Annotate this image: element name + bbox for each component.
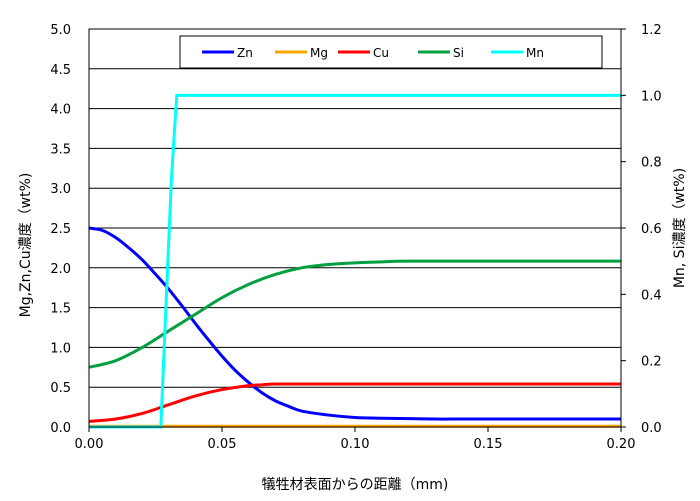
x-tick-label: 0.05 (208, 437, 237, 452)
y-left-tick-label: 0.5 (50, 381, 71, 396)
series-line-cu (88, 382, 621, 423)
x-tick-labels: 0.00 0.05 0.10 0.15 0.20 (75, 427, 636, 452)
y-left-tick-label: 4.0 (50, 103, 71, 118)
x-tick-label: 0.20 (607, 437, 636, 452)
y-left-tick-label: 3.5 (50, 142, 71, 157)
x-tick-label: 0.15 (474, 437, 503, 452)
legend-label-mn: Mn (526, 46, 544, 60)
legend-label-zn: Zn (237, 46, 253, 60)
y-right-tick-label: 0.0 (641, 421, 662, 436)
y-left-tick-label: 3.0 (50, 182, 71, 197)
y-left-tick-label: 0.0 (50, 421, 71, 436)
legend-label-si: Si (453, 46, 464, 60)
y-left-tick-labels: 0.0 0.5 1.0 1.5 2.0 2.5 3.0 3.5 4.0 4.5 5.0 (50, 23, 71, 436)
y-right-axis-label: Mn, Si濃度（wt%) (672, 168, 688, 288)
x-tick-label: 0.10 (341, 437, 370, 452)
y-left-tick-label: 5.0 (50, 23, 71, 38)
y-left-tick-label: 1.0 (50, 341, 71, 356)
legend-label-cu: Cu (373, 46, 389, 60)
x-axis-label: 犠牲材表面からの距離（mm) (262, 476, 449, 493)
y-left-axis-label: Mg,Zn,Cu濃度（wt%) (18, 173, 34, 318)
y-right-tick-label: 0.8 (641, 156, 662, 171)
y-right-tick-labels: 0.0 0.2 0.4 0.6 0.8 1.0 1.2 (621, 23, 662, 436)
legend-box (179, 35, 603, 69)
y-left-tick-label: 2.0 (50, 262, 71, 277)
legend-label-mg: Mg (310, 46, 328, 60)
y-left-tick-label: 4.5 (50, 63, 71, 78)
y-right-tick-label: 0.2 (641, 355, 662, 370)
y-right-tick-label: 0.4 (641, 288, 662, 303)
series-line-si (88, 259, 621, 369)
y-left-tick-label: 1.5 (50, 302, 71, 317)
y-right-tick-label: 0.6 (641, 222, 662, 237)
x-tick-label: 0.00 (75, 437, 104, 452)
legend: Zn Mg Cu Si Mn (179, 35, 603, 69)
y-right-tick-label: 1.2 (641, 23, 662, 38)
series-line-zn (88, 226, 621, 421)
y-left-tick-label: 2.5 (50, 222, 71, 237)
y-right-tick-label: 1.0 (641, 89, 662, 104)
